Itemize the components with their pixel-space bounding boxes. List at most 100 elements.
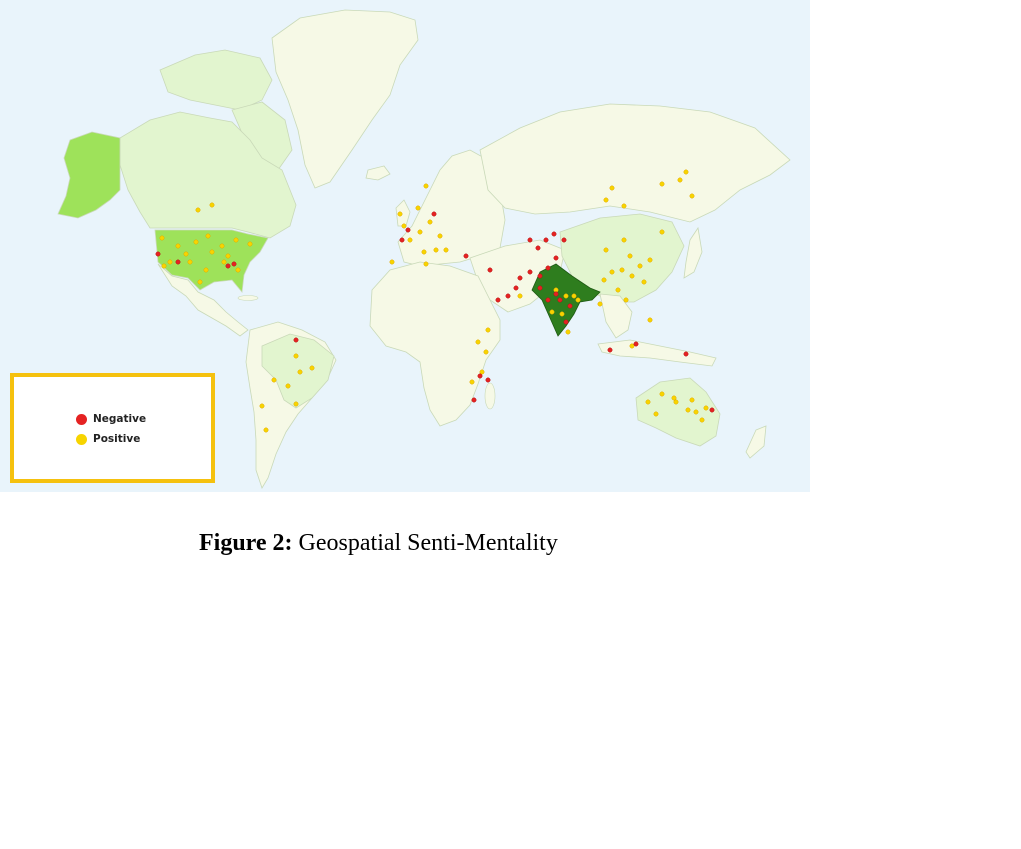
positive-marker <box>235 267 241 273</box>
positive-marker <box>627 253 633 259</box>
positive-marker <box>309 365 315 371</box>
positive-marker <box>475 339 481 345</box>
alaska <box>57 131 121 219</box>
negative-marker <box>175 259 181 265</box>
positive-marker <box>659 391 665 397</box>
positive-marker <box>247 241 253 247</box>
negative-marker <box>543 237 549 243</box>
positive-marker <box>159 235 165 241</box>
positive-marker <box>565 329 571 335</box>
positive-marker <box>205 233 211 239</box>
positive-marker <box>629 273 635 279</box>
australia <box>635 377 721 447</box>
mexico <box>157 263 249 337</box>
negative-marker <box>563 319 569 325</box>
negative-marker <box>293 337 299 343</box>
positive-marker <box>209 249 215 255</box>
positive-marker <box>615 287 621 293</box>
positive-marker <box>423 183 429 189</box>
negative-marker <box>155 251 161 257</box>
positive-marker <box>641 279 647 285</box>
positive-marker <box>415 205 421 211</box>
positive-marker <box>609 269 615 275</box>
positive-marker <box>167 259 173 265</box>
india <box>531 263 601 337</box>
negative-marker <box>527 237 533 243</box>
legend-label-negative: Negative <box>93 413 147 425</box>
russia <box>479 103 791 223</box>
figure-title: Geospatial Senti-Mentality <box>292 530 558 556</box>
positive-marker <box>659 181 665 187</box>
legend-item-negative: Negative <box>76 413 146 425</box>
positive-marker <box>683 169 689 175</box>
canada-islands <box>159 49 273 111</box>
positive-marker <box>571 293 577 299</box>
negative-marker <box>513 285 519 291</box>
positive-marker <box>673 399 679 405</box>
positive-marker <box>187 259 193 265</box>
positive-marker <box>183 251 189 257</box>
negative-marker <box>405 227 411 233</box>
japan <box>683 226 703 279</box>
positive-marker <box>293 401 299 407</box>
negative-marker <box>561 237 567 243</box>
greenland <box>271 9 419 189</box>
positive-marker-swatch <box>76 433 87 445</box>
positive-marker <box>203 267 209 273</box>
negative-marker-swatch <box>76 413 87 425</box>
positive-marker <box>601 277 607 283</box>
positive-marker <box>677 177 683 183</box>
negative-marker <box>505 293 511 299</box>
positive-marker <box>219 243 225 249</box>
negative-marker <box>537 273 543 279</box>
positive-marker <box>671 395 677 401</box>
negative-marker <box>709 407 715 413</box>
negative-marker <box>535 245 541 251</box>
positive-marker <box>259 403 265 409</box>
positive-marker <box>407 237 413 243</box>
positive-marker <box>485 327 491 333</box>
negative-marker <box>431 211 437 217</box>
map-legend: Negative Positive <box>10 373 215 483</box>
positive-marker <box>609 185 615 191</box>
negative-marker <box>487 267 493 273</box>
negative-marker <box>527 269 533 275</box>
positive-marker <box>423 261 429 267</box>
negative-marker <box>399 237 405 243</box>
negative-marker <box>633 341 639 347</box>
positive-marker <box>575 297 581 303</box>
positive-marker <box>689 193 695 199</box>
positive-marker <box>693 409 699 415</box>
positive-marker <box>483 349 489 355</box>
positive-marker <box>161 263 167 269</box>
negative-marker <box>545 297 551 303</box>
positive-marker <box>563 293 569 299</box>
madagascar <box>484 382 496 410</box>
positive-marker <box>263 427 269 433</box>
positive-marker <box>197 279 203 285</box>
legend-item-positive: Positive <box>76 433 140 445</box>
negative-marker <box>567 303 573 309</box>
positive-marker <box>623 297 629 303</box>
positive-marker <box>297 369 303 375</box>
positive-marker <box>443 247 449 253</box>
positive-marker <box>421 249 427 255</box>
positive-marker <box>645 399 651 405</box>
positive-marker <box>553 287 559 293</box>
positive-marker <box>603 247 609 253</box>
positive-marker <box>685 407 691 413</box>
negative-marker <box>545 265 551 271</box>
negative-marker <box>683 351 689 357</box>
positive-marker <box>293 353 299 359</box>
negative-marker <box>225 263 231 269</box>
positive-marker <box>597 301 603 307</box>
negative-marker <box>463 253 469 259</box>
positive-marker <box>703 405 709 411</box>
positive-marker <box>517 293 523 299</box>
positive-marker <box>389 259 395 265</box>
negative-marker <box>553 291 559 297</box>
positive-marker <box>175 243 181 249</box>
new-zealand <box>745 425 767 459</box>
positive-marker <box>433 247 439 253</box>
positive-marker <box>603 197 609 203</box>
